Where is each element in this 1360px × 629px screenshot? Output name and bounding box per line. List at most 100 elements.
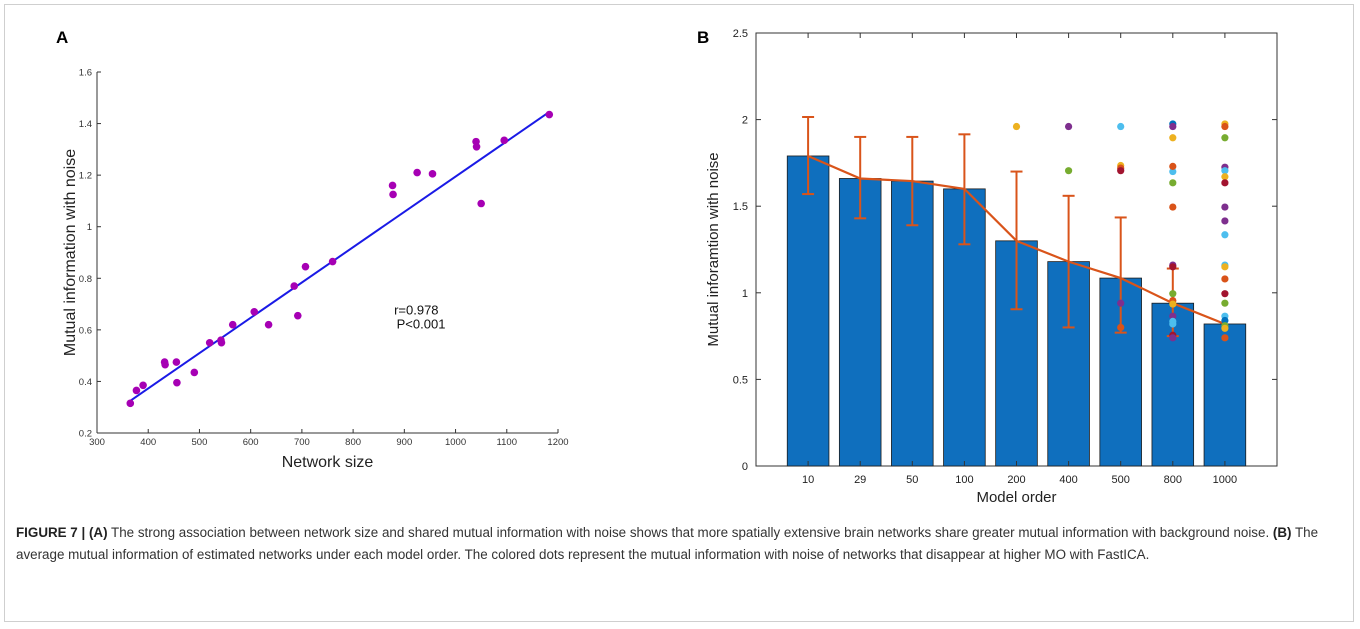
- annotation-p: P<0.001: [397, 317, 446, 332]
- figure-frame: [4, 4, 1354, 622]
- scatter-point: [477, 199, 485, 208]
- y-tick-label: 1.6: [79, 68, 92, 79]
- caption-part-b-tag: (B): [1272, 525, 1292, 540]
- scatter-point: [500, 136, 509, 145]
- figure-canvas: A B 300 400 500 600 700 800 900 1000 1100 12000.2…: [56, 28, 1278, 506]
- network-dot: [1169, 320, 1177, 328]
- network-dot: [1169, 122, 1177, 131]
- caption-part-a-text: The strong association between network s…: [107, 525, 1273, 540]
- network-dot: [1221, 231, 1229, 239]
- network-dot: [1221, 324, 1229, 332]
- x-tick-label: 600: [243, 437, 259, 448]
- network-dot: [1221, 263, 1229, 271]
- x-tick-label: 1200: [547, 437, 568, 448]
- scatter-point: [205, 338, 214, 347]
- x-axis-title: Model order: [976, 489, 1056, 506]
- x-tick-label: 29: [854, 474, 866, 486]
- y-tick-label: 1: [742, 288, 748, 300]
- bar: [891, 180, 934, 467]
- network-dot: [1221, 299, 1229, 307]
- y-tick-label: 1.2: [79, 171, 92, 182]
- network-dot: [1117, 299, 1125, 307]
- network-dot: [1221, 122, 1229, 131]
- scatter-point: [190, 368, 199, 377]
- y-tick-label: 0.6: [79, 325, 92, 336]
- scatter-point: [328, 257, 337, 266]
- y-axis-title: Mutual inforamtion with noise: [705, 152, 722, 346]
- network-dot: [1169, 300, 1177, 308]
- network-dot: [1221, 203, 1229, 211]
- network-dot: [1065, 122, 1073, 131]
- scatter-point: [264, 320, 273, 329]
- bar-chart: 0 0.5 1 1.5 2 2.5 10 29 50 100 200 400 500 800 1000 Mod…: [705, 28, 1278, 506]
- scatter-point: [290, 282, 299, 290]
- caption-figure-label: FIGURE 7 |: [16, 525, 89, 540]
- scatter-point: [173, 378, 181, 387]
- network-dot: [1221, 167, 1229, 175]
- scatter-chart: 300 400 500 600 700 800 900 1000 1100 1200 0.2 0.4 0…: [62, 68, 569, 472]
- y-tick-label: 1.4: [79, 119, 92, 130]
- figure-caption: FIGURE 7 | (A) The strong association be…: [16, 522, 1341, 566]
- panel-b-label: B: [697, 28, 709, 47]
- x-tick-label: 900: [396, 437, 412, 448]
- scatter-point: [545, 110, 554, 119]
- scatter-point: [250, 308, 259, 316]
- network-dot: [1221, 290, 1229, 298]
- scatter-point: [413, 168, 421, 177]
- x-tick-label: 200: [1007, 474, 1025, 486]
- scatter-point: [126, 399, 135, 408]
- x-tick-label: 700: [294, 437, 310, 448]
- scatter-point: [132, 386, 141, 395]
- scatter-point: [217, 338, 226, 347]
- x-tick-label: 1000: [1213, 474, 1237, 486]
- x-tick-label: 800: [1164, 474, 1182, 486]
- y-tick-label: 0.4: [79, 377, 92, 388]
- scatter-point: [388, 181, 397, 190]
- annotation-r: r=0.978: [394, 302, 438, 317]
- network-dot: [1169, 334, 1177, 342]
- y-tick-label: 1.5: [733, 201, 748, 213]
- network-dot: [1169, 167, 1177, 176]
- bar: [1203, 323, 1247, 467]
- x-tick-label: 400: [1059, 474, 1077, 486]
- network-dot: [1012, 122, 1021, 131]
- y-tick-label: 0: [742, 461, 748, 473]
- scatter-point: [161, 360, 169, 369]
- network-dot: [1221, 334, 1229, 342]
- x-tick-label: 500: [1112, 474, 1130, 486]
- x-tick-label: 1000: [445, 437, 466, 448]
- network-dot: [1169, 263, 1177, 271]
- scatter-point: [472, 142, 481, 151]
- network-dot: [1169, 179, 1177, 187]
- network-dot: [1221, 316, 1229, 325]
- network-dot: [1221, 173, 1229, 181]
- caption-part-a-tag: (A): [88, 525, 108, 540]
- x-tick-label: 1100: [497, 437, 517, 448]
- x-tick-label: 300: [89, 437, 105, 448]
- x-tick-label: 100: [955, 474, 973, 486]
- y-axis-title: Mutual information with noise: [62, 149, 79, 356]
- network-dot: [1169, 312, 1177, 320]
- network-dot: [1221, 179, 1229, 187]
- y-tick-label: 1: [87, 222, 92, 233]
- network-dot: [1221, 217, 1229, 225]
- x-tick-label: 50: [906, 474, 918, 486]
- scatter-point: [228, 320, 237, 329]
- x-tick-label: 500: [192, 437, 208, 448]
- scatter-point: [389, 190, 397, 199]
- network-dot: [1169, 162, 1177, 170]
- panel-a-label: A: [56, 28, 68, 47]
- mean-line: [807, 154, 1226, 325]
- y-tick-label: 0.2: [79, 429, 92, 440]
- network-dot: [1221, 134, 1229, 142]
- x-tick-label: 10: [802, 474, 814, 486]
- x-tick-label: 400: [140, 437, 156, 448]
- network-dot: [1169, 134, 1177, 142]
- y-tick-label: 0.8: [79, 274, 92, 285]
- y-tick-label: 0.5: [733, 374, 748, 386]
- network-dot: [1221, 275, 1229, 283]
- caption-part-b-text: The average mutual information of estima…: [16, 525, 1319, 562]
- bar: [838, 178, 882, 467]
- network-dot: [1169, 290, 1177, 298]
- x-tick-label: 800: [345, 437, 361, 448]
